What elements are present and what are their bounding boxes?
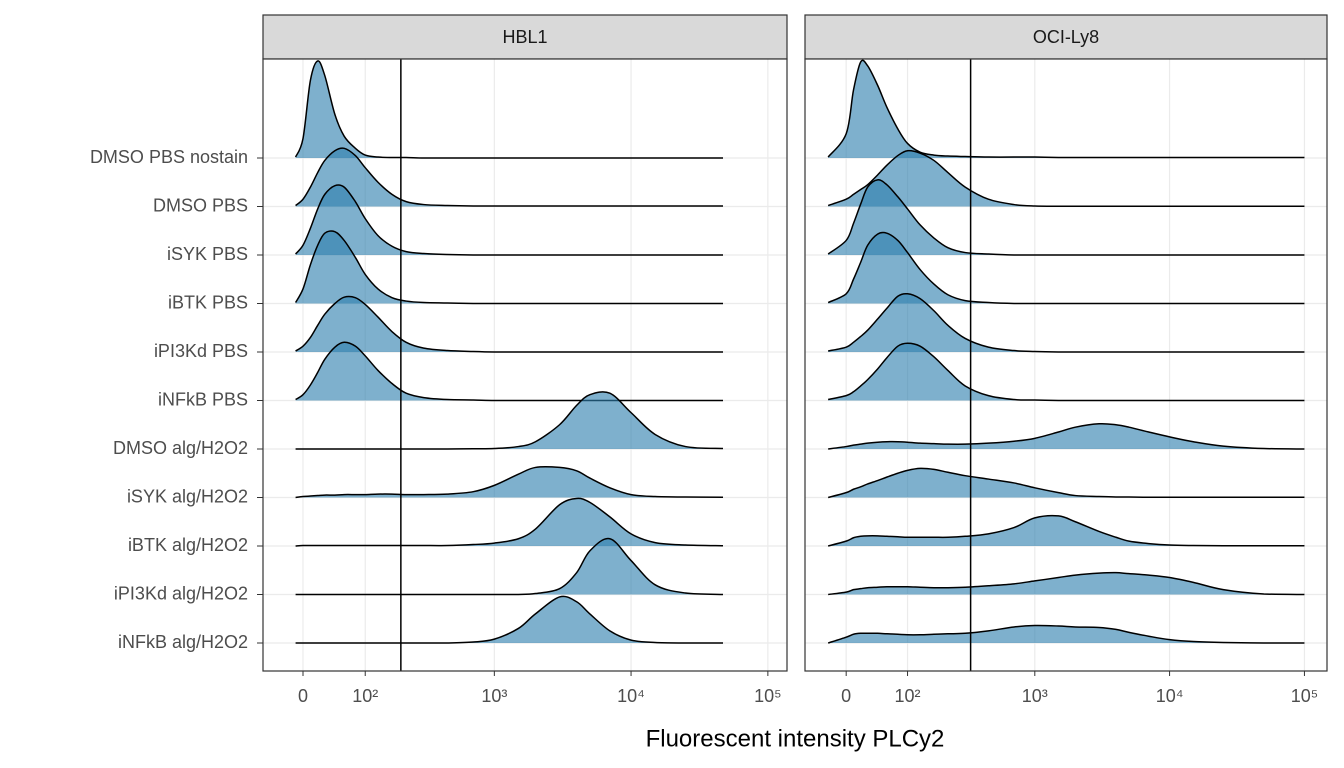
ridge-line xyxy=(827,59,1305,159)
y-tick-label: iPI3Kd alg/H2O2 xyxy=(114,583,248,603)
x-tick-label: 0 xyxy=(841,686,851,706)
y-tick-label: iPI3Kd PBS xyxy=(154,341,248,361)
y-tick-label: iNFkB PBS xyxy=(158,389,248,409)
y-tick-label: DMSO PBS xyxy=(153,195,248,215)
ridge-line xyxy=(295,595,723,644)
ridge-fill xyxy=(828,343,1305,401)
ridge-fill xyxy=(295,342,723,401)
ridge-line xyxy=(827,624,1305,644)
x-tick-label: 10² xyxy=(352,686,378,706)
ridge-fill xyxy=(295,466,723,498)
x-axis-title: Fluorescent intensity PLCy2 xyxy=(646,725,945,752)
ridge-line xyxy=(827,149,1305,208)
ridge-line xyxy=(827,179,1305,256)
x-tick-label: 10⁴ xyxy=(1156,686,1184,706)
x-tick-label: 10³ xyxy=(1022,686,1048,706)
ridge-line xyxy=(295,537,724,596)
ridge-line xyxy=(827,514,1305,547)
ridge-line xyxy=(295,184,723,256)
ridge-line xyxy=(295,466,724,499)
panel-border xyxy=(804,58,1328,672)
ridge-line xyxy=(295,391,724,450)
ridge-line xyxy=(828,422,1305,450)
ridge-line xyxy=(827,231,1305,305)
x-tick-label: 10⁴ xyxy=(617,686,645,706)
ridge-line xyxy=(295,295,723,353)
ridge-fill xyxy=(828,572,1305,595)
ridge-fill xyxy=(828,150,1305,207)
ridge-fill xyxy=(828,468,1305,498)
x-tick-label: 10⁵ xyxy=(754,686,781,706)
x-tick-label: 10⁵ xyxy=(1291,686,1318,706)
y-tick-label: iBTK alg/H2O2 xyxy=(128,535,248,555)
y-tick-label: DMSO alg/H2O2 xyxy=(113,438,248,458)
ridge-line xyxy=(828,292,1305,353)
ridge-line xyxy=(294,230,723,305)
ridge-fill xyxy=(828,232,1305,304)
strip-title: OCI-Ly8 xyxy=(1033,27,1099,47)
ridge-fill xyxy=(828,60,1305,158)
y-tick-label: iSYK alg/H2O2 xyxy=(127,486,248,506)
ridge-fill xyxy=(295,391,723,449)
panel-border xyxy=(262,58,788,672)
ridge-line xyxy=(828,342,1305,402)
ridge-fill xyxy=(295,498,723,546)
ridge-line xyxy=(295,497,724,547)
ridge-fill xyxy=(295,538,723,595)
strip xyxy=(804,14,1328,60)
ridge-line xyxy=(828,571,1305,596)
ridge-line xyxy=(295,147,723,207)
ridge-fill xyxy=(828,515,1305,546)
x-tick-label: 10² xyxy=(895,686,921,706)
x-tick-label: 0 xyxy=(298,686,308,706)
strip-title: HBL1 xyxy=(502,27,547,47)
ridge-fill xyxy=(828,625,1305,643)
ridge-line xyxy=(294,60,723,159)
y-tick-label: iNFkB alg/H2O2 xyxy=(118,632,248,652)
y-tick-label: iSYK PBS xyxy=(167,244,248,264)
ridge-line xyxy=(827,467,1305,499)
ridge-fill xyxy=(828,293,1305,352)
y-tick-label: iBTK PBS xyxy=(168,292,248,312)
y-tick-label: DMSO PBS nostain xyxy=(90,147,248,167)
ridge-fill xyxy=(828,423,1305,449)
strip xyxy=(262,14,788,60)
ridge-fill xyxy=(295,231,723,304)
x-tick-label: 10³ xyxy=(481,686,507,706)
